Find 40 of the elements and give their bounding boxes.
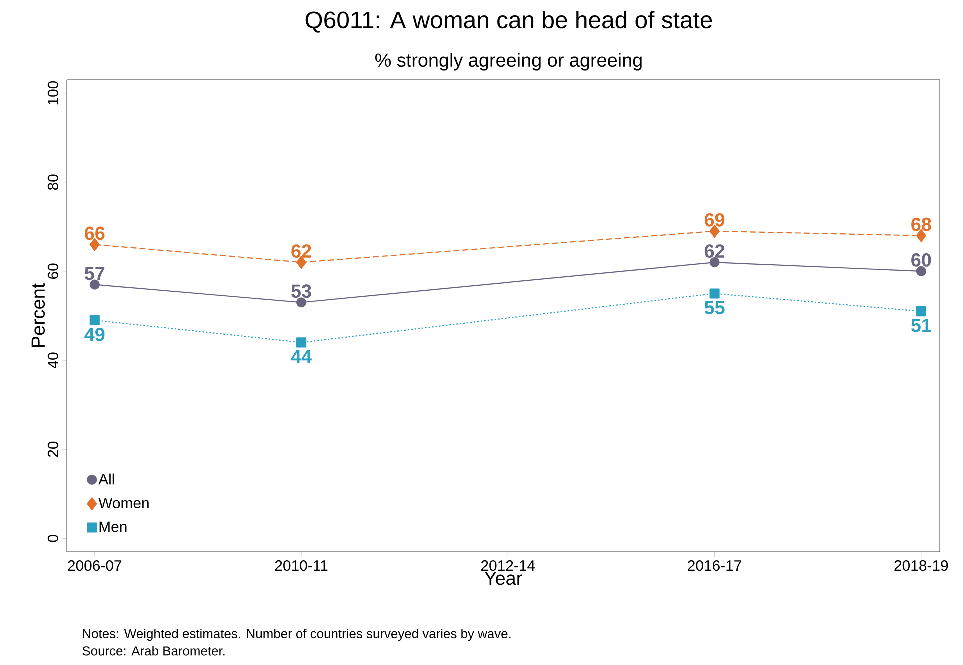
data-label: 49 <box>84 328 105 342</box>
chart-title: Q6011: A woman can be head of state <box>306 11 712 33</box>
y-axis-title: Percent <box>32 284 46 348</box>
data-label: 62 <box>704 244 725 258</box>
data-label: 55 <box>704 301 725 314</box>
y-tick-label: 80 <box>48 174 58 190</box>
data-label: 53 <box>292 284 312 298</box>
legend-label: Men <box>100 522 127 532</box>
y-tick-label: 0 <box>48 535 58 542</box>
y-tick-label: 40 <box>48 352 58 368</box>
data-label: 69 <box>704 213 725 227</box>
legend-label: All <box>98 474 114 485</box>
point <box>296 298 307 308</box>
x-tick-label: 2016-17 <box>688 560 742 572</box>
point <box>90 280 100 290</box>
data-label: 60 <box>912 254 932 267</box>
data-label: 66 <box>85 226 105 240</box>
point <box>90 315 100 326</box>
point <box>916 306 926 317</box>
x-tick-label: 2018-19 <box>894 560 948 572</box>
y-tick-label: 60 <box>48 264 58 280</box>
data-label: 57 <box>84 267 105 280</box>
x-tick-label: 2012-14 <box>481 560 536 572</box>
data-label: 51 <box>911 319 932 332</box>
text: Notes: Weighted estimates. Number of countries surveyed varies by wave. <box>83 628 511 642</box>
point <box>710 258 720 268</box>
x-axis-title: Year <box>484 572 522 586</box>
legend-label: Women <box>98 498 149 509</box>
x-tick-label: 2010-11 <box>275 560 328 572</box>
x-tick-label: 2006-07 <box>68 560 122 572</box>
point <box>710 288 720 299</box>
y-tick-label: 20 <box>48 442 58 458</box>
point <box>916 266 926 277</box>
data-label: 44 <box>291 350 312 364</box>
source-note: Source: Arab Barometer. <box>82 646 225 656</box>
data-label: 68 <box>912 218 932 232</box>
point <box>296 338 307 348</box>
y-tick-label: 100 <box>48 81 58 105</box>
data-label: 62 <box>292 244 312 258</box>
chart-subtitle: % strongly agreeing or agreeing <box>376 53 642 71</box>
